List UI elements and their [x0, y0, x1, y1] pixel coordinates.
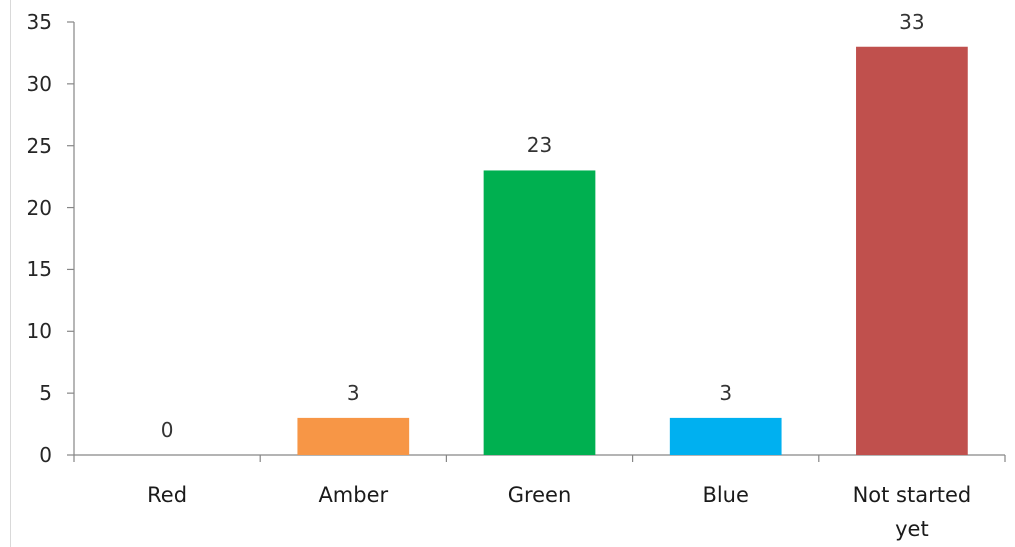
bar-not-started-yet: [856, 46, 968, 455]
y-tick-label: 15: [26, 257, 52, 282]
y-tick-label: 0: [39, 443, 52, 467]
y-tick-label: 25: [26, 133, 52, 158]
data-label-green: 23: [526, 133, 553, 158]
x-tick-label-green: Green: [507, 483, 572, 507]
y-tick-label: 30: [26, 71, 52, 96]
y-tick-label: 5: [39, 381, 52, 406]
y-tick-label: 10: [26, 319, 52, 344]
data-label-red: 0: [160, 418, 174, 442]
x-tick-label-not-started-yet: Not started yet: [852, 483, 972, 541]
bar-blue: [669, 417, 782, 455]
bar-amber: [297, 417, 410, 455]
x-tick-label-blue: Blue: [702, 483, 749, 507]
y-tick-label: 35: [26, 10, 52, 34]
data-label-not-started-yet: 33: [899, 9, 925, 34]
x-tick-label-red: Red: [147, 483, 188, 507]
x-tick-label-amber: Amber: [318, 483, 389, 507]
data-label-blue: 3: [719, 380, 733, 405]
data-label-amber: 3: [346, 380, 360, 405]
bar-green: [483, 170, 596, 455]
y-tick-label: 20: [26, 195, 52, 220]
